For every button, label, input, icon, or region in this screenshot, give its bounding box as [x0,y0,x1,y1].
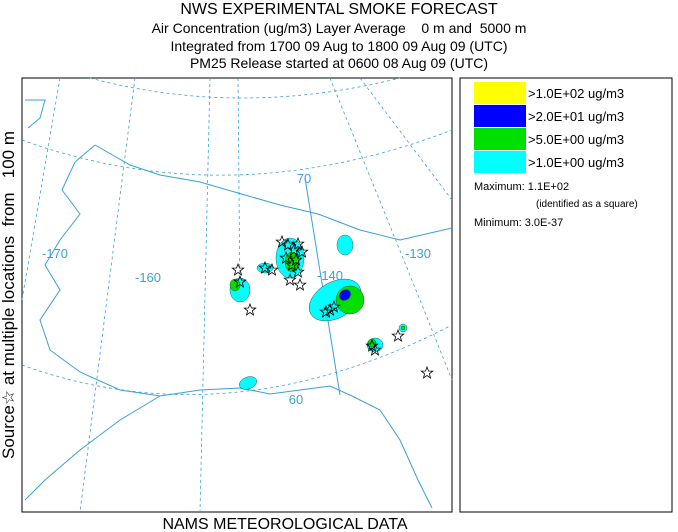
legend-swatch [474,105,526,127]
source-star [295,244,309,258]
footer: NAMS METEOROLOGICAL DATA [162,516,407,532]
graticule-label: -160 [135,270,161,285]
graticule-label: -170 [42,246,68,261]
graticule [21,77,453,513]
title: NWS EXPERIMENTAL SMOKE FORECAST [180,1,498,18]
max-note: (identified as a square) [536,199,638,210]
coastline [24,99,453,509]
legend-swatch [474,151,526,173]
source-star [275,234,289,248]
plume [239,376,257,390]
source-star [291,236,305,250]
source-star [281,237,295,251]
source-star [391,328,405,342]
source-star [293,277,307,291]
source-star [283,272,297,286]
legend-label: >2.0E+01 ug/m3 [528,109,624,124]
graticule-label: -140 [317,268,343,283]
minimum: Minimum: 3.0E-37 [474,217,563,229]
source-star [231,262,245,276]
source-star [420,365,434,379]
maximum: Maximum: 1.1E+02 [474,181,569,193]
side-label: Source☆ at multiple locations from 100 m [0,131,18,459]
source-star [287,242,301,256]
source-star [279,250,293,264]
source-markers [231,234,434,379]
legend-label: >1.0E+02 ug/m3 [528,86,624,101]
plume [339,289,351,301]
legend-label: >1.0E+00 ug/m3 [528,155,624,170]
source-star [319,304,333,318]
source-star [291,264,305,278]
legend-label: >5.0E+00 ug/m3 [528,132,624,147]
source-star [368,342,382,356]
source-star [265,262,279,276]
source-star [258,260,272,274]
plume [400,325,406,331]
graticule-label: -130 [405,246,431,261]
legend-swatch [474,82,526,104]
subtitle: Integrated from 1700 09 Aug to 1800 09 A… [171,38,508,54]
source-star [327,299,341,313]
subtitle: PM25 Release started at 0600 08 Aug 09 (… [190,55,488,71]
map-frame [21,77,453,513]
subtitle: Air Concentration (ug/m3) Layer Average … [152,20,527,36]
plume [336,234,354,256]
legend-swatch [474,128,526,150]
source-star [365,338,379,352]
graticule-label: 60 [289,392,303,407]
graticule-label: 70 [297,171,311,186]
source-star [289,252,303,266]
legend-frame [459,77,673,513]
source-star [233,274,247,288]
source-star [243,302,257,316]
plume [229,278,241,292]
